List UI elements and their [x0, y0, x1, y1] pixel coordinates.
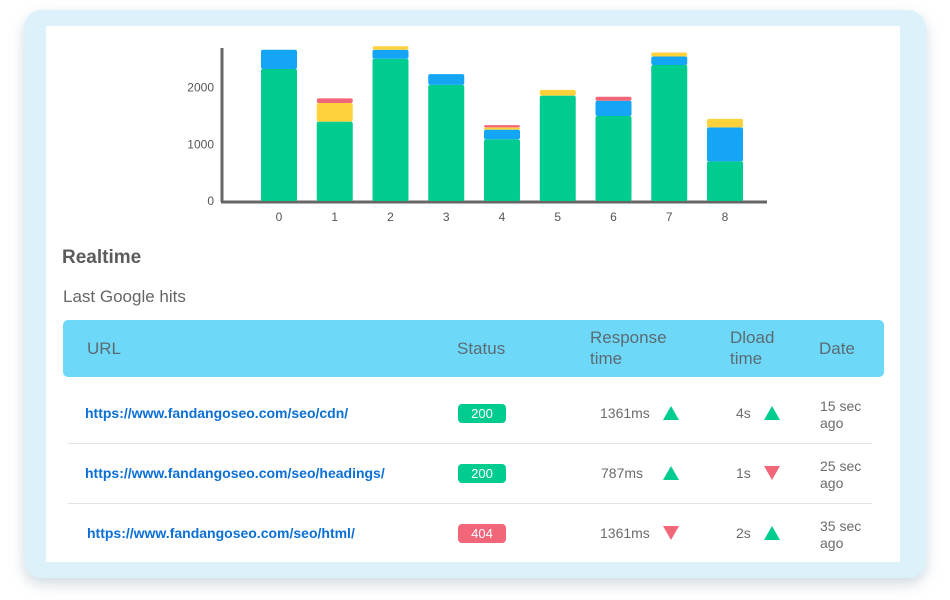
response-time-value: 787ms [601, 465, 644, 481]
bar-segment [651, 56, 688, 65]
stacked-bar-chart: 0 1000 2000 0 1 2 3 4 5 6 7 8 [187, 46, 767, 224]
table-row: https://www.fandangoseo.com/seo/html/ 40… [68, 504, 872, 563]
bar-segment [595, 100, 632, 116]
row-url-link[interactable]: https://www.fandangoseo.com/seo/headings… [85, 465, 385, 481]
bar-segment [707, 161, 743, 201]
header-date[interactable]: Date [819, 339, 855, 358]
hit-date-line2: ago [820, 415, 844, 431]
header-dload-line2: time [730, 349, 763, 368]
hit-date: 35 sec ago [820, 518, 880, 552]
hit-date-line1: 15 sec [820, 398, 862, 414]
row-url-link[interactable]: https://www.fandangoseo.com/seo/html/ [87, 525, 355, 541]
x-tick-label: 6 [610, 210, 617, 224]
bar-segment [651, 65, 688, 201]
header-dload-line1: Dload [730, 328, 775, 347]
hit-date-line2: ago [820, 535, 844, 551]
table-header: URL Status Response time Dload time Date [63, 320, 884, 377]
dload-time-value: 2s [736, 525, 751, 541]
hit-date: 25 sec ago [820, 458, 880, 492]
header-response-time[interactable]: Response time [590, 327, 667, 369]
bar-segment [539, 95, 576, 201]
bar-segment [316, 98, 353, 103]
x-tick-label: 7 [666, 210, 673, 224]
bar-segment [261, 68, 297, 201]
dload-time-value: 4s [736, 405, 751, 421]
x-tick-label: 5 [554, 210, 561, 224]
bar-segment [707, 118, 743, 128]
bar-segment [372, 58, 409, 202]
header-status[interactable]: Status [457, 339, 506, 358]
status-badge: 200 [458, 464, 506, 483]
y-tick-label: 2000 [187, 81, 214, 95]
table-row: https://www.fandangoseo.com/seo/headings… [68, 444, 872, 504]
bar-segment [261, 49, 297, 69]
x-tick-label: 4 [499, 210, 506, 224]
bar-segment [484, 125, 520, 128]
section-subtitle: Last Google hits [63, 287, 186, 306]
bar-segment [595, 96, 632, 101]
header-response-line1: Response [590, 328, 667, 347]
dload-trend-icon [764, 406, 780, 420]
response-time-value: 1361ms [600, 405, 650, 421]
hit-date: 15 sec ago [820, 398, 880, 432]
status-badge: 404 [458, 524, 506, 543]
response-trend-icon [663, 406, 679, 420]
dload-time-value: 1s [736, 465, 751, 481]
x-tick-label: 1 [331, 210, 338, 224]
bar-segment [484, 127, 520, 130]
bar-segment [651, 52, 688, 57]
header-dload-time[interactable]: Dload time [730, 327, 774, 369]
dload-trend-icon [764, 466, 780, 480]
bar-segment [316, 102, 353, 122]
hit-date-line1: 35 sec [820, 518, 862, 534]
x-tick-label: 2 [387, 210, 394, 224]
bar-segment [539, 89, 576, 96]
bar-segment [484, 129, 520, 140]
bar-segment [484, 139, 520, 201]
x-tick-label: 0 [276, 210, 283, 224]
bar-segment [372, 46, 409, 50]
response-trend-icon [663, 466, 679, 480]
x-tick-label: 8 [722, 210, 729, 224]
header-response-line2: time [590, 349, 623, 368]
y-tick-label: 0 [207, 194, 214, 208]
status-badge: 200 [458, 404, 506, 423]
row-url-link[interactable]: https://www.fandangoseo.com/seo/cdn/ [85, 405, 349, 421]
bar-segment [707, 127, 743, 162]
y-tick-label: 1000 [187, 137, 214, 151]
x-tick-label: 3 [443, 210, 450, 224]
dload-trend-icon [764, 526, 780, 540]
response-trend-icon [663, 526, 679, 540]
bar-segment [372, 49, 409, 59]
bar-segment [428, 74, 465, 85]
bar-segment [595, 116, 632, 201]
table-row: https://www.fandangoseo.com/seo/cdn/ 200… [68, 384, 872, 444]
hit-date-line2: ago [820, 475, 844, 491]
header-url[interactable]: URL [87, 339, 122, 358]
bar-segment [316, 121, 353, 201]
bar-segment [428, 84, 465, 201]
hit-date-line1: 25 sec [820, 458, 862, 474]
response-time-value: 1361ms [600, 525, 650, 541]
section-title: Realtime [62, 247, 142, 268]
